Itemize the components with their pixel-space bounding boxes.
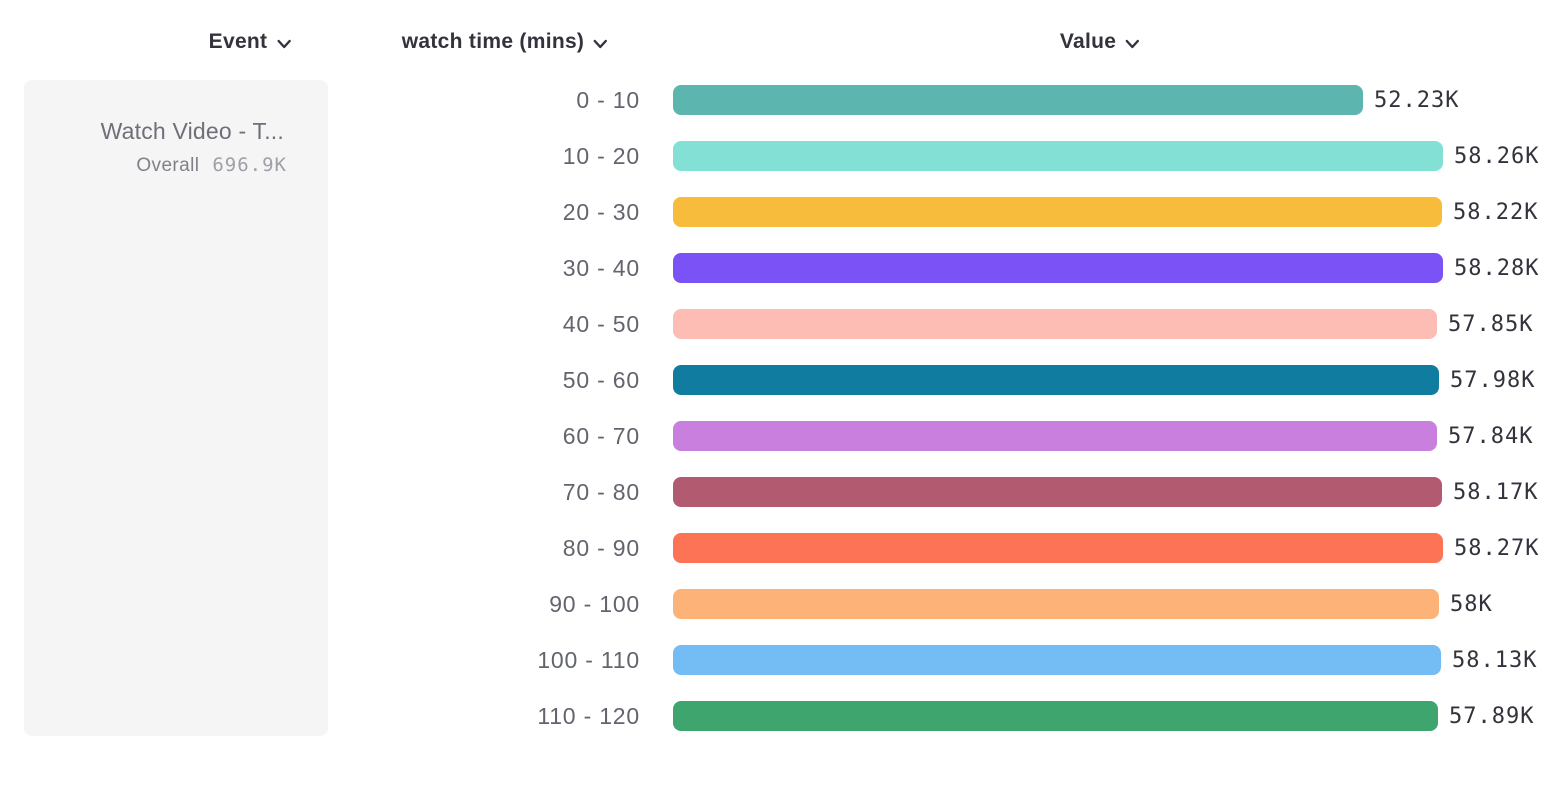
value-label: 58K bbox=[1450, 591, 1493, 617]
bar-segment[interactable] bbox=[673, 533, 1443, 563]
event-name: Watch Video - T... bbox=[100, 118, 284, 144]
bucket-label: 10 - 20 bbox=[562, 142, 640, 169]
chart-row: 70 - 80 58.17K bbox=[0, 464, 1568, 520]
event-overall-row: Overall 696.9K bbox=[24, 154, 287, 177]
bucket-label: 50 - 60 bbox=[562, 366, 640, 393]
bar-segment[interactable] bbox=[673, 701, 1438, 731]
value-label: 58.17K bbox=[1453, 479, 1539, 505]
bucket-label: 20 - 30 bbox=[562, 198, 640, 225]
value-label: 58.28K bbox=[1454, 255, 1540, 281]
bar-segment[interactable] bbox=[673, 197, 1442, 227]
bar-segment[interactable] bbox=[673, 477, 1442, 507]
breakdown-column-header[interactable]: watch time (mins) bbox=[402, 26, 608, 58]
chart-row: 100 - 110 58.13K bbox=[0, 632, 1568, 688]
chart-row: 20 - 30 58.22K bbox=[0, 184, 1568, 240]
event-column-header[interactable]: Event bbox=[209, 26, 292, 58]
chart-row: 10 - 20 58.26K bbox=[0, 128, 1568, 184]
chart-row: 0 - 10 52.23K bbox=[0, 72, 1568, 128]
chart-row: 50 - 60 57.98K bbox=[0, 352, 1568, 408]
chart-row: 90 - 100 58K bbox=[0, 576, 1568, 632]
bucket-label: 80 - 90 bbox=[562, 534, 640, 561]
bar-chart: 0 - 10 52.23K 10 - 20 58.26K 20 - 30 58.22K 30… bbox=[0, 72, 1568, 744]
bar-segment[interactable] bbox=[673, 365, 1439, 395]
chart-row: 30 - 40 58.28K bbox=[0, 240, 1568, 296]
chart-row: 110 - 120 57.89K bbox=[0, 688, 1568, 744]
bucket-label: 0 - 10 bbox=[576, 86, 640, 113]
bucket-label: 70 - 80 bbox=[562, 478, 640, 505]
bar-segment[interactable] bbox=[673, 141, 1443, 171]
bucket-label: 40 - 50 bbox=[562, 310, 640, 337]
bucket-label: 60 - 70 bbox=[562, 422, 640, 449]
value-label: 57.98K bbox=[1450, 367, 1536, 393]
bar-segment[interactable] bbox=[673, 85, 1363, 115]
bar-segment[interactable] bbox=[673, 589, 1439, 619]
bar-segment[interactable] bbox=[673, 253, 1443, 283]
value-label: 57.89K bbox=[1449, 703, 1535, 729]
bucket-label: 100 - 110 bbox=[537, 646, 640, 673]
value-label: 57.85K bbox=[1448, 311, 1534, 337]
value-label: 58.13K bbox=[1452, 647, 1538, 673]
value-label: 58.27K bbox=[1454, 535, 1540, 561]
bar-segment[interactable] bbox=[673, 309, 1437, 339]
bucket-label: 110 - 120 bbox=[537, 702, 640, 729]
overall-label: Overall bbox=[136, 155, 200, 176]
overall-value: 696.9K bbox=[212, 154, 287, 176]
chart-row: 80 - 90 58.27K bbox=[0, 520, 1568, 576]
bar-segment[interactable] bbox=[673, 645, 1441, 675]
chart-row: 60 - 70 57.84K bbox=[0, 408, 1568, 464]
chevron-down-icon bbox=[1125, 39, 1140, 49]
chevron-down-icon bbox=[593, 39, 608, 49]
chevron-down-icon bbox=[276, 39, 291, 49]
bar-segment[interactable] bbox=[673, 421, 1437, 451]
bucket-label: 30 - 40 bbox=[562, 254, 640, 281]
value-column-header[interactable]: Value bbox=[1060, 26, 1140, 58]
value-column-label: Value bbox=[1059, 30, 1117, 53]
value-label: 58.22K bbox=[1453, 199, 1539, 225]
breakdown-column-label: watch time (mins) bbox=[401, 30, 585, 53]
event-column-label: Event bbox=[208, 30, 268, 53]
chart-row: 40 - 50 57.85K bbox=[0, 296, 1568, 352]
bucket-label: 90 - 100 bbox=[549, 590, 640, 617]
value-label: 52.23K bbox=[1374, 87, 1460, 113]
event-card[interactable]: Watch Video - T... Overall 696.9K bbox=[24, 80, 328, 736]
value-label: 58.26K bbox=[1454, 143, 1540, 169]
value-label: 57.84K bbox=[1448, 423, 1534, 449]
